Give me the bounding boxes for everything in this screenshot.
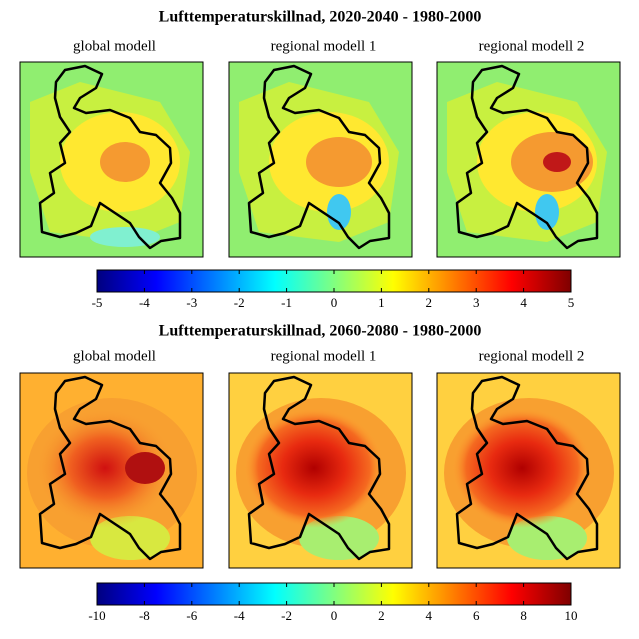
panel-title: regional modell 2 xyxy=(479,348,585,364)
tick-label: -2 xyxy=(281,608,292,623)
tick-label: -10 xyxy=(88,608,105,623)
panel-title: regional modell 1 xyxy=(271,38,377,54)
tick-label: -8 xyxy=(139,608,150,623)
panel-frame xyxy=(19,372,204,569)
map-panel xyxy=(436,372,621,569)
map-field xyxy=(452,408,592,528)
tick-label: -4 xyxy=(234,608,245,623)
map-panel xyxy=(228,372,413,569)
tick-label: 2 xyxy=(378,608,385,623)
panel-title: global modell xyxy=(73,38,156,54)
map-field xyxy=(306,137,372,187)
map-panel xyxy=(19,61,204,258)
tick-label: -6 xyxy=(186,608,197,623)
map-field xyxy=(90,227,160,247)
map-field xyxy=(20,62,203,257)
tick-label: -3 xyxy=(186,295,197,310)
tick-label: -4 xyxy=(139,295,150,310)
map-field xyxy=(229,62,412,257)
tick-label: 10 xyxy=(565,608,578,623)
panel-frame xyxy=(228,372,413,569)
tick-label: 5 xyxy=(568,295,575,310)
tick-label: 0 xyxy=(331,608,338,623)
map-field xyxy=(437,62,620,257)
map-field xyxy=(125,452,165,484)
panel-title: regional modell 1 xyxy=(271,348,377,364)
map-field xyxy=(543,152,571,172)
map-panel xyxy=(436,61,621,258)
panel-title: regional modell 2 xyxy=(479,38,585,54)
tick-label: -5 xyxy=(92,295,103,310)
map-field xyxy=(35,408,175,528)
tick-label: 6 xyxy=(473,608,480,623)
tick-label: -2 xyxy=(234,295,245,310)
map-field xyxy=(244,408,384,528)
map-field xyxy=(535,194,559,230)
map-field xyxy=(100,142,150,182)
map-panel xyxy=(228,61,413,258)
tick-label: 8 xyxy=(520,608,527,623)
panel-frame xyxy=(19,61,204,258)
tick-label: -1 xyxy=(281,295,292,310)
tick-label: 2 xyxy=(426,295,433,310)
tick-label: 4 xyxy=(426,608,433,623)
tick-label: 3 xyxy=(473,295,480,310)
figure-title: Lufttemperaturskillnad, 2020-2040 - 1980… xyxy=(159,9,482,26)
map-panel xyxy=(19,372,204,569)
map-field xyxy=(327,194,351,230)
tick-label: 4 xyxy=(520,295,527,310)
panel-frame xyxy=(436,372,621,569)
figure-title: Lufttemperaturskillnad, 2060-2080 - 1980… xyxy=(159,323,482,340)
tick-label: 0 xyxy=(331,295,338,310)
panel-frame xyxy=(436,61,621,258)
panel-frame xyxy=(228,61,413,258)
tick-label: 1 xyxy=(378,295,385,310)
panel-title: global modell xyxy=(73,348,156,364)
